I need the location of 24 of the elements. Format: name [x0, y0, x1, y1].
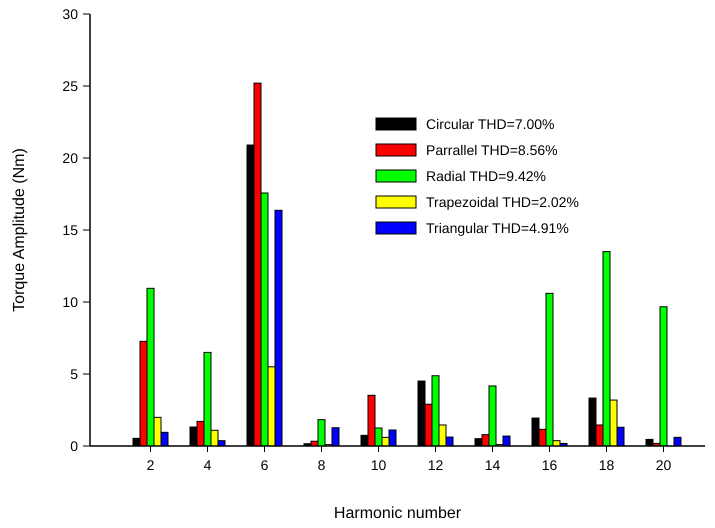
- x-tick-label: 20: [656, 457, 672, 473]
- y-tick-label: 15: [62, 222, 78, 238]
- y-tick-label: 30: [62, 6, 78, 22]
- x-tick-label: 18: [598, 457, 614, 473]
- y-tick-label: 20: [62, 150, 78, 166]
- y-axis-title: Torque Amplitude (Nm): [11, 148, 28, 312]
- y-tick-label: 10: [62, 294, 78, 310]
- legend-label: Circular THD=7.00%: [426, 116, 555, 132]
- y-tick-label: 0: [70, 438, 78, 454]
- x-tick-label: 6: [260, 457, 269, 473]
- x-axis-title: Harmonic number: [334, 505, 462, 522]
- x-tick-label: 2: [146, 457, 155, 473]
- legend-label: Trapezoidal THD=2.02%: [426, 194, 579, 210]
- legend-label: Triangular THD=4.91%: [426, 220, 569, 236]
- x-tick-label: 8: [318, 457, 326, 473]
- legend-label: Parrallel THD=8.56%: [426, 142, 558, 158]
- x-tick-label: 10: [370, 457, 386, 473]
- x-tick-label: 4: [204, 457, 212, 473]
- y-tick-label: 5: [70, 366, 78, 382]
- x-tick-label: 16: [542, 457, 558, 473]
- legend-label: Radial THD=9.42%: [426, 168, 546, 184]
- x-tick-label: 14: [484, 457, 500, 473]
- y-tick-label: 25: [62, 78, 78, 94]
- x-tick-label: 12: [428, 457, 444, 473]
